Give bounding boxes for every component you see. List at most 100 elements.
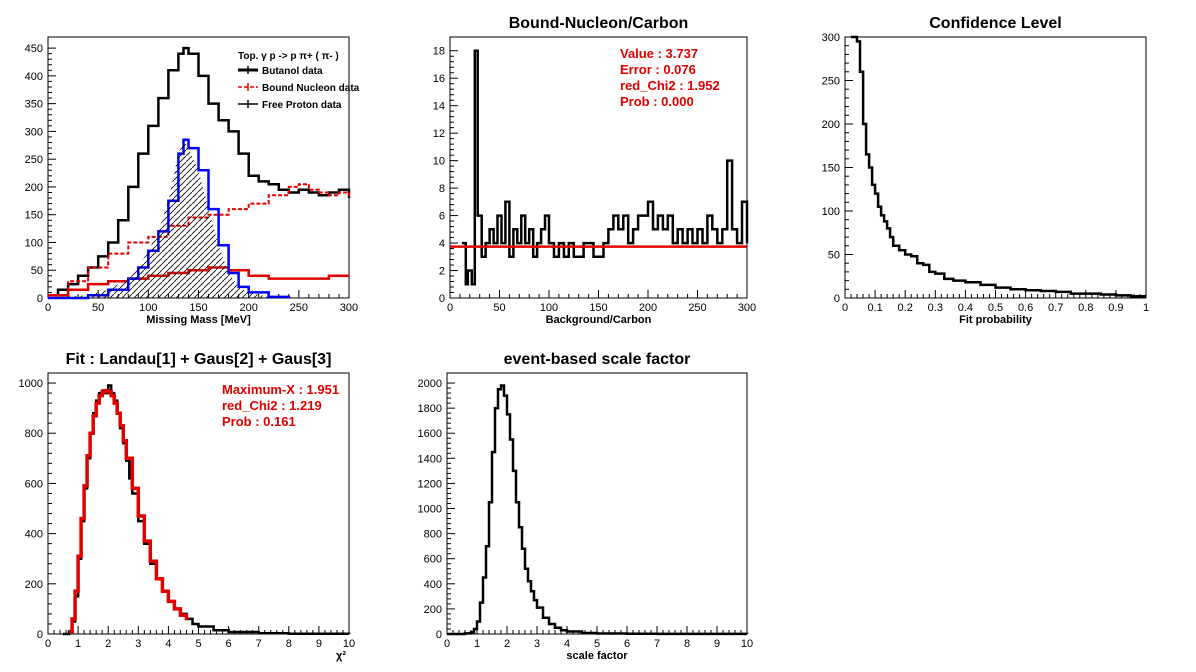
y-tick-label: 150 — [822, 163, 840, 175]
y-tick-label: 150 — [25, 210, 43, 222]
x-tick-label: 2 — [504, 638, 510, 650]
chart-title: Confidence Level — [929, 15, 1061, 32]
plot-frame — [446, 372, 748, 635]
x-tick-label: 3 — [135, 638, 141, 650]
legend-label: Free Proton data — [262, 100, 342, 111]
x-tick-label: 200 — [639, 302, 657, 314]
fit-annotation: Prob : 0.000 — [620, 94, 694, 109]
y-tick-label: 12 — [433, 128, 445, 140]
y-tick-label: 400 — [25, 71, 43, 83]
x-axis-label: Fit probability — [959, 314, 1033, 326]
y-tick-label: 2000 — [418, 378, 442, 390]
x-tick-label: 10 — [343, 638, 355, 650]
y-tick-label: 0 — [439, 293, 445, 305]
y-tick-label: 100 — [822, 206, 840, 218]
x-tick-label: 7 — [654, 638, 660, 650]
y-tick-label: 300 — [25, 126, 43, 138]
chart-title: event-based scale factor — [504, 351, 691, 368]
x-tick-label: 0.6 — [1018, 302, 1033, 314]
x-tick-label: 7 — [256, 638, 262, 650]
chart-panel-3: Confidence Level 0 0.1 0.2 0.3 0.4 0.5 0.6 0.7 0.… — [822, 15, 1149, 326]
y-tick-label: 800 — [25, 428, 43, 440]
x-axis-label: Missing Mass [MeV] — [146, 314, 251, 326]
x-tick-label: 0.7 — [1048, 302, 1063, 314]
x-tick-label: 50 — [92, 302, 104, 314]
legend-entry: Bound Nucleon data — [238, 83, 360, 94]
chart-panel-4: Fit : Landau[1] + Gaus[2] + Gaus[3] 0 1 2 3 4… — [19, 351, 356, 662]
plot-frame — [844, 36, 1147, 299]
fit-annotation: Maximum-X : 1.951 — [222, 382, 339, 397]
y-tick-label: 200 — [822, 119, 840, 131]
y-tick-label: 50 — [828, 250, 840, 262]
y-tick-label: 400 — [424, 579, 442, 591]
x-tick-label: 0 — [842, 302, 848, 314]
fit-annotation: Value : 3.737 — [620, 46, 698, 61]
x-tick-label: 300 — [340, 302, 358, 314]
y-tick-label: 16 — [433, 73, 445, 85]
y-tick-label: 1000 — [19, 378, 43, 390]
x-tick-label: 0.9 — [1108, 302, 1123, 314]
x-tick-label: 250 — [688, 302, 706, 314]
y-tick-label: 600 — [25, 478, 43, 490]
x-tick-label: 9 — [316, 638, 322, 650]
x-tick-label: 8 — [286, 638, 292, 650]
series-line-s1 — [447, 384, 749, 636]
free-proton-hatch — [48, 139, 289, 298]
x-tick-label: 250 — [290, 302, 308, 314]
x-tick-label: 1 — [1143, 302, 1149, 314]
x-tick-label: 8 — [684, 638, 690, 650]
x-tick-label: 5 — [594, 638, 600, 650]
y-tick-label: 0 — [436, 629, 442, 641]
y-tick-label: 1000 — [418, 504, 442, 516]
x-tick-label: 10 — [741, 638, 753, 650]
chart-panel-5: event-based scale factor 0 1 2 3 4 5 6 7 8 9 10 0 200… — [418, 351, 754, 662]
y-tick-label: 300 — [822, 32, 840, 44]
legend-label: Butanol data — [262, 66, 323, 77]
y-tick-label: 18 — [433, 46, 445, 58]
x-tick-label: 150 — [589, 302, 607, 314]
y-tick-label: 800 — [424, 529, 442, 541]
y-tick-label: 6 — [439, 211, 445, 223]
y-tick-label: 200 — [25, 182, 43, 194]
y-tick-label: 1800 — [418, 403, 442, 415]
x-tick-label: 3 — [534, 638, 540, 650]
y-tick-label: 1600 — [418, 428, 442, 440]
legend-header: Top. γ p -> p π+ ( π- ) — [238, 51, 339, 62]
y-tick-label: 10 — [433, 156, 445, 168]
x-tick-label: 4 — [165, 638, 171, 650]
y-tick-label: 400 — [25, 529, 43, 541]
x-axis-label: Background/Carbon — [546, 314, 652, 326]
series-line-butanol-data — [48, 46, 351, 297]
fit-annotation: red_Chi2 : 1.219 — [222, 398, 322, 413]
legend-label: Bound Nucleon data — [262, 83, 360, 94]
x-tick-label: 1 — [474, 638, 480, 650]
y-tick-label: 200 — [424, 604, 442, 616]
x-tick-label: 0.3 — [928, 302, 943, 314]
y-tick-label: 2 — [439, 266, 445, 278]
y-tick-label: 350 — [25, 99, 43, 111]
y-tick-label: 1200 — [418, 478, 442, 490]
series-line-fit — [69, 388, 189, 634]
y-tick-label: 100 — [25, 237, 43, 249]
x-axis-label: χ² — [336, 650, 346, 662]
series-line-s1 — [851, 35, 1146, 298]
fit-annotation: red_Chi2 : 1.952 — [620, 78, 720, 93]
x-tick-label: 5 — [195, 638, 201, 650]
x-tick-label: 9 — [714, 638, 720, 650]
y-tick-label: 0 — [37, 629, 43, 641]
x-tick-label: 2 — [105, 638, 111, 650]
series-line-bound-nucleon-data — [48, 183, 350, 297]
y-tick-label: 250 — [25, 154, 43, 166]
legend-entry: Free Proton data — [238, 100, 342, 111]
y-tick-label: 600 — [424, 554, 442, 566]
x-tick-label: 100 — [540, 302, 558, 314]
y-tick-label: 8 — [439, 183, 445, 195]
x-tick-label: 0.4 — [958, 302, 973, 314]
series-line-histogram — [63, 384, 351, 636]
y-tick-label: 4 — [439, 238, 445, 250]
x-tick-label: 6 — [226, 638, 232, 650]
x-tick-label: 0.1 — [867, 302, 882, 314]
chart-panel-1: 0 50 100 150 200 250 300 0 50 100 150 200 250 300 350 4… — [25, 36, 360, 326]
x-tick-label: 1 — [75, 638, 81, 650]
